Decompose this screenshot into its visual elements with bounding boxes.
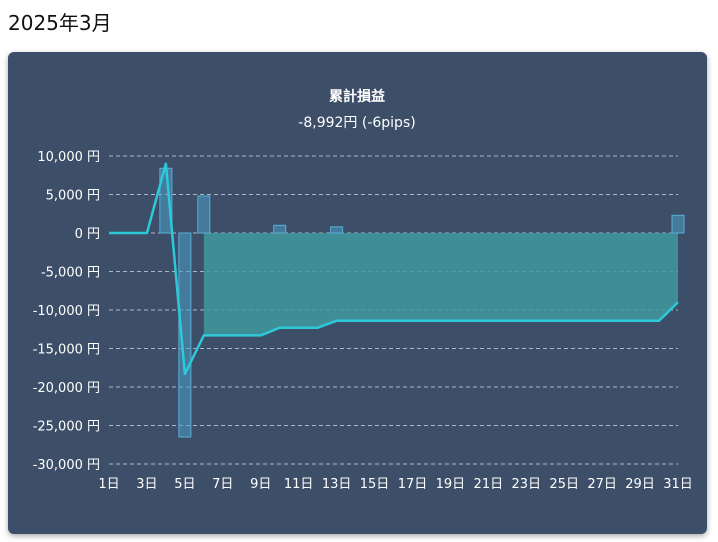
cumulative-area-fill [203,233,679,336]
y-tick-label: -25,000 円 [33,420,100,435]
x-axis-labels: 1日 3日 5日 7日 9日 11日 13日 15日 17日 19日 21日 23日 25日 27日 29日… [98,477,692,492]
daily-bar [330,226,344,234]
x-tick-label: 27日 [587,477,617,492]
page-title: 2025年3月 [8,11,112,35]
y-tick-label: -5,000 円 [41,266,100,281]
x-tick-label: 25日 [549,477,579,492]
y-tick-label: 10,000 円 [37,150,100,165]
x-tick-label: 29日 [625,477,655,492]
x-tick-label: 13日 [322,477,352,492]
y-tick-label: -10,000 円 [33,304,100,319]
y-tick-label: -30,000 円 [33,458,100,473]
x-tick-label: 23日 [511,477,541,492]
x-tick-label: 11日 [284,477,314,492]
x-tick-label: 17日 [398,477,428,492]
x-tick-label: 7日 [212,477,233,492]
y-tick-label: 0 円 [75,227,100,242]
x-tick-label: 31日 [663,477,693,492]
x-tick-label: 9日 [250,477,271,492]
daily-bar [671,214,685,234]
y-tick-label: 5,000 円 [46,189,100,204]
x-tick-label: 19日 [436,477,466,492]
daily-bar [273,224,287,234]
chart-title: 累計損益 [329,88,385,105]
cumulative-pnl-chart: 累計損益 -8,992円 (-6pips) 10,000 円 5,000 円 0 円… [33,88,693,492]
x-tick-label: 5日 [174,477,195,492]
chart-card: 累計損益 -8,992円 (-6pips) 10,000 円 5,000 円 0 円… [8,52,707,534]
x-tick-label: 21日 [474,477,504,492]
y-tick-label: -15,000 円 [33,343,100,358]
x-tick-label: 1日 [98,477,119,492]
x-tick-label: 3日 [136,477,157,492]
y-tick-label: -20,000 円 [33,381,100,396]
x-tick-label: 15日 [360,477,390,492]
cumulative-line-path [109,162,679,376]
y-axis-labels: 10,000 円 5,000 円 0 円 -5,000 円 -10,000 円 -15,0… [33,150,100,473]
daily-bar [178,232,192,438]
cumulative-line [109,162,679,376]
cumulative-area [203,233,679,336]
daily-bar [197,195,211,234]
chart-subtitle: -8,992円 (-6pips) [298,115,415,131]
